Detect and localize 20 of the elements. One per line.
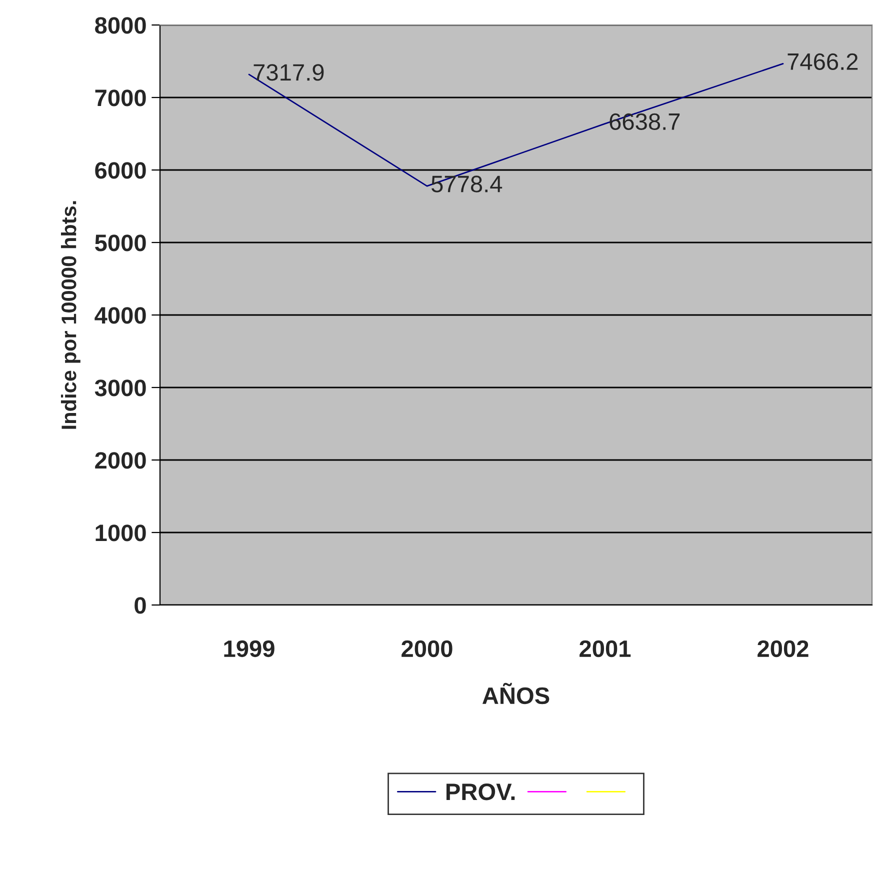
x-tick-label: 2000 <box>402 640 452 658</box>
data-label: 7466.2 <box>788 53 858 70</box>
x-tick-label: 1999 <box>224 640 274 658</box>
y-tick-label: 4000 <box>94 307 146 324</box>
x-tick-label: 2001 <box>580 640 631 658</box>
y-tick-label: 8000 <box>95 17 146 34</box>
y-tick-label: 0 <box>134 597 146 614</box>
y-tick-label: 7000 <box>95 90 146 106</box>
x-axis-title: AÑOS <box>482 682 550 704</box>
y-tick-label: 6000 <box>95 162 146 179</box>
data-label: 7317.9 <box>254 64 324 81</box>
x-tick-label: 2002 <box>758 640 808 658</box>
data-label: 6638.7 <box>610 113 680 130</box>
y-tick-label: 5000 <box>95 234 146 252</box>
y-tick-label: 2000 <box>95 452 146 469</box>
y-tick-label: 3000 <box>94 380 146 396</box>
legend-label: PROV. <box>446 783 515 800</box>
y-tick-label: 1000 <box>96 524 146 542</box>
data-label: 5778.4 <box>432 176 502 192</box>
y-axis-title: Indice por 100000 hbts. <box>60 201 80 429</box>
